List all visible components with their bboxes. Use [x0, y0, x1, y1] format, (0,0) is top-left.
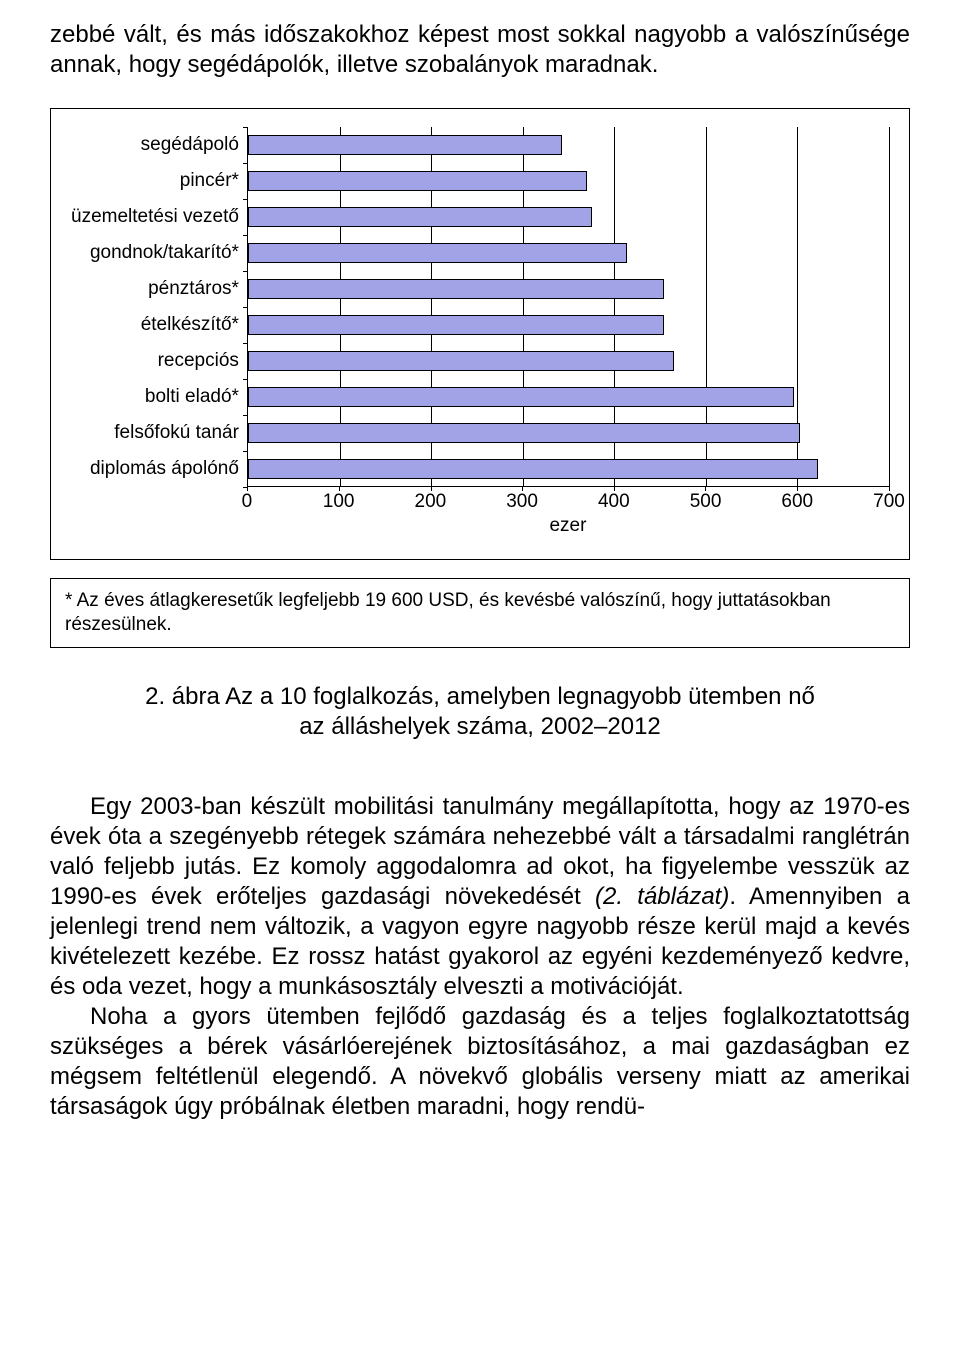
chart-x-tick-label: 700 [873, 491, 905, 513]
chart-category-label: gondnok/takarító* [71, 235, 239, 271]
chart-category-label: diplomás ápolónő [71, 451, 239, 487]
chart-ytick [243, 163, 248, 164]
chart-x-axis-title: ezer [247, 515, 889, 537]
chart-x-tick-label: 300 [506, 491, 538, 513]
chart-ytick [243, 343, 248, 344]
chart-bar [248, 423, 800, 443]
chart-bar [248, 243, 627, 263]
chart-gridline [889, 127, 890, 486]
chart-x-tick-label: 500 [690, 491, 722, 513]
chart-ytick [243, 307, 248, 308]
chart-ytick [243, 127, 248, 128]
chart-x-axis-labels: 0100200300400500600700 [247, 487, 889, 513]
chart-ytick [243, 199, 248, 200]
chart-ytick [243, 235, 248, 236]
chart-footnote: * Az éves átlagkeresetűk legfeljebb 19 6… [50, 578, 910, 648]
chart-category-label: recepciós [71, 343, 239, 379]
intro-paragraph: zebbé vált, és más időszakokhoz képest m… [50, 20, 910, 80]
chart-category-label: segédápoló [71, 127, 239, 163]
chart-category-label: pénztáros* [71, 271, 239, 307]
caption-line-1: 2. ábra Az a 10 foglalkozás, amelyben le… [145, 683, 815, 710]
chart-bar [248, 351, 674, 371]
chart-ytick [243, 271, 248, 272]
chart-x-tick-label: 100 [323, 491, 355, 513]
caption-line-2: az álláshelyek száma, 2002–2012 [299, 713, 661, 740]
chart-x-tick-label: 400 [598, 491, 630, 513]
chart-category-label: üzemeltetési vezető [71, 199, 239, 235]
chart-category-label: bolti eladó* [71, 379, 239, 415]
chart-container: segédápolópincér*üzemeltetési vezetőgond… [50, 108, 910, 560]
chart-category-label: felsőfokú tanár [71, 415, 239, 451]
chart-bar [248, 387, 794, 407]
chart-x-tick-label: 600 [781, 491, 813, 513]
chart-bar [248, 207, 592, 227]
body-paragraph-1: Egy 2003-ban készült mobilitási tanulmán… [50, 792, 910, 1002]
body-text: Egy 2003-ban készült mobilitási tanulmán… [50, 792, 910, 1122]
chart-bar [248, 135, 562, 155]
chart-category-label: ételkészítő* [71, 307, 239, 343]
body-paragraph-2: Noha a gyors ütemben fejlődő gazdaság és… [50, 1002, 910, 1122]
chart-bar [248, 315, 664, 335]
chart-caption: 2. ábra Az a 10 foglalkozás, amelyben le… [90, 682, 870, 742]
chart-category-labels: segédápolópincér*üzemeltetési vezetőgond… [71, 127, 247, 537]
chart-bar [248, 171, 587, 191]
chart-ytick [243, 379, 248, 380]
chart-plot-area [247, 127, 889, 487]
chart-bar [248, 459, 819, 479]
chart-bar [248, 279, 664, 299]
chart-category-label: pincér* [71, 163, 239, 199]
chart-ytick [243, 415, 248, 416]
chart-x-tick-label: 200 [415, 491, 447, 513]
chart-ytick [243, 451, 248, 452]
body-p1-italic: (2. táblázat) [595, 883, 729, 910]
chart-x-tick-label: 0 [242, 491, 253, 513]
